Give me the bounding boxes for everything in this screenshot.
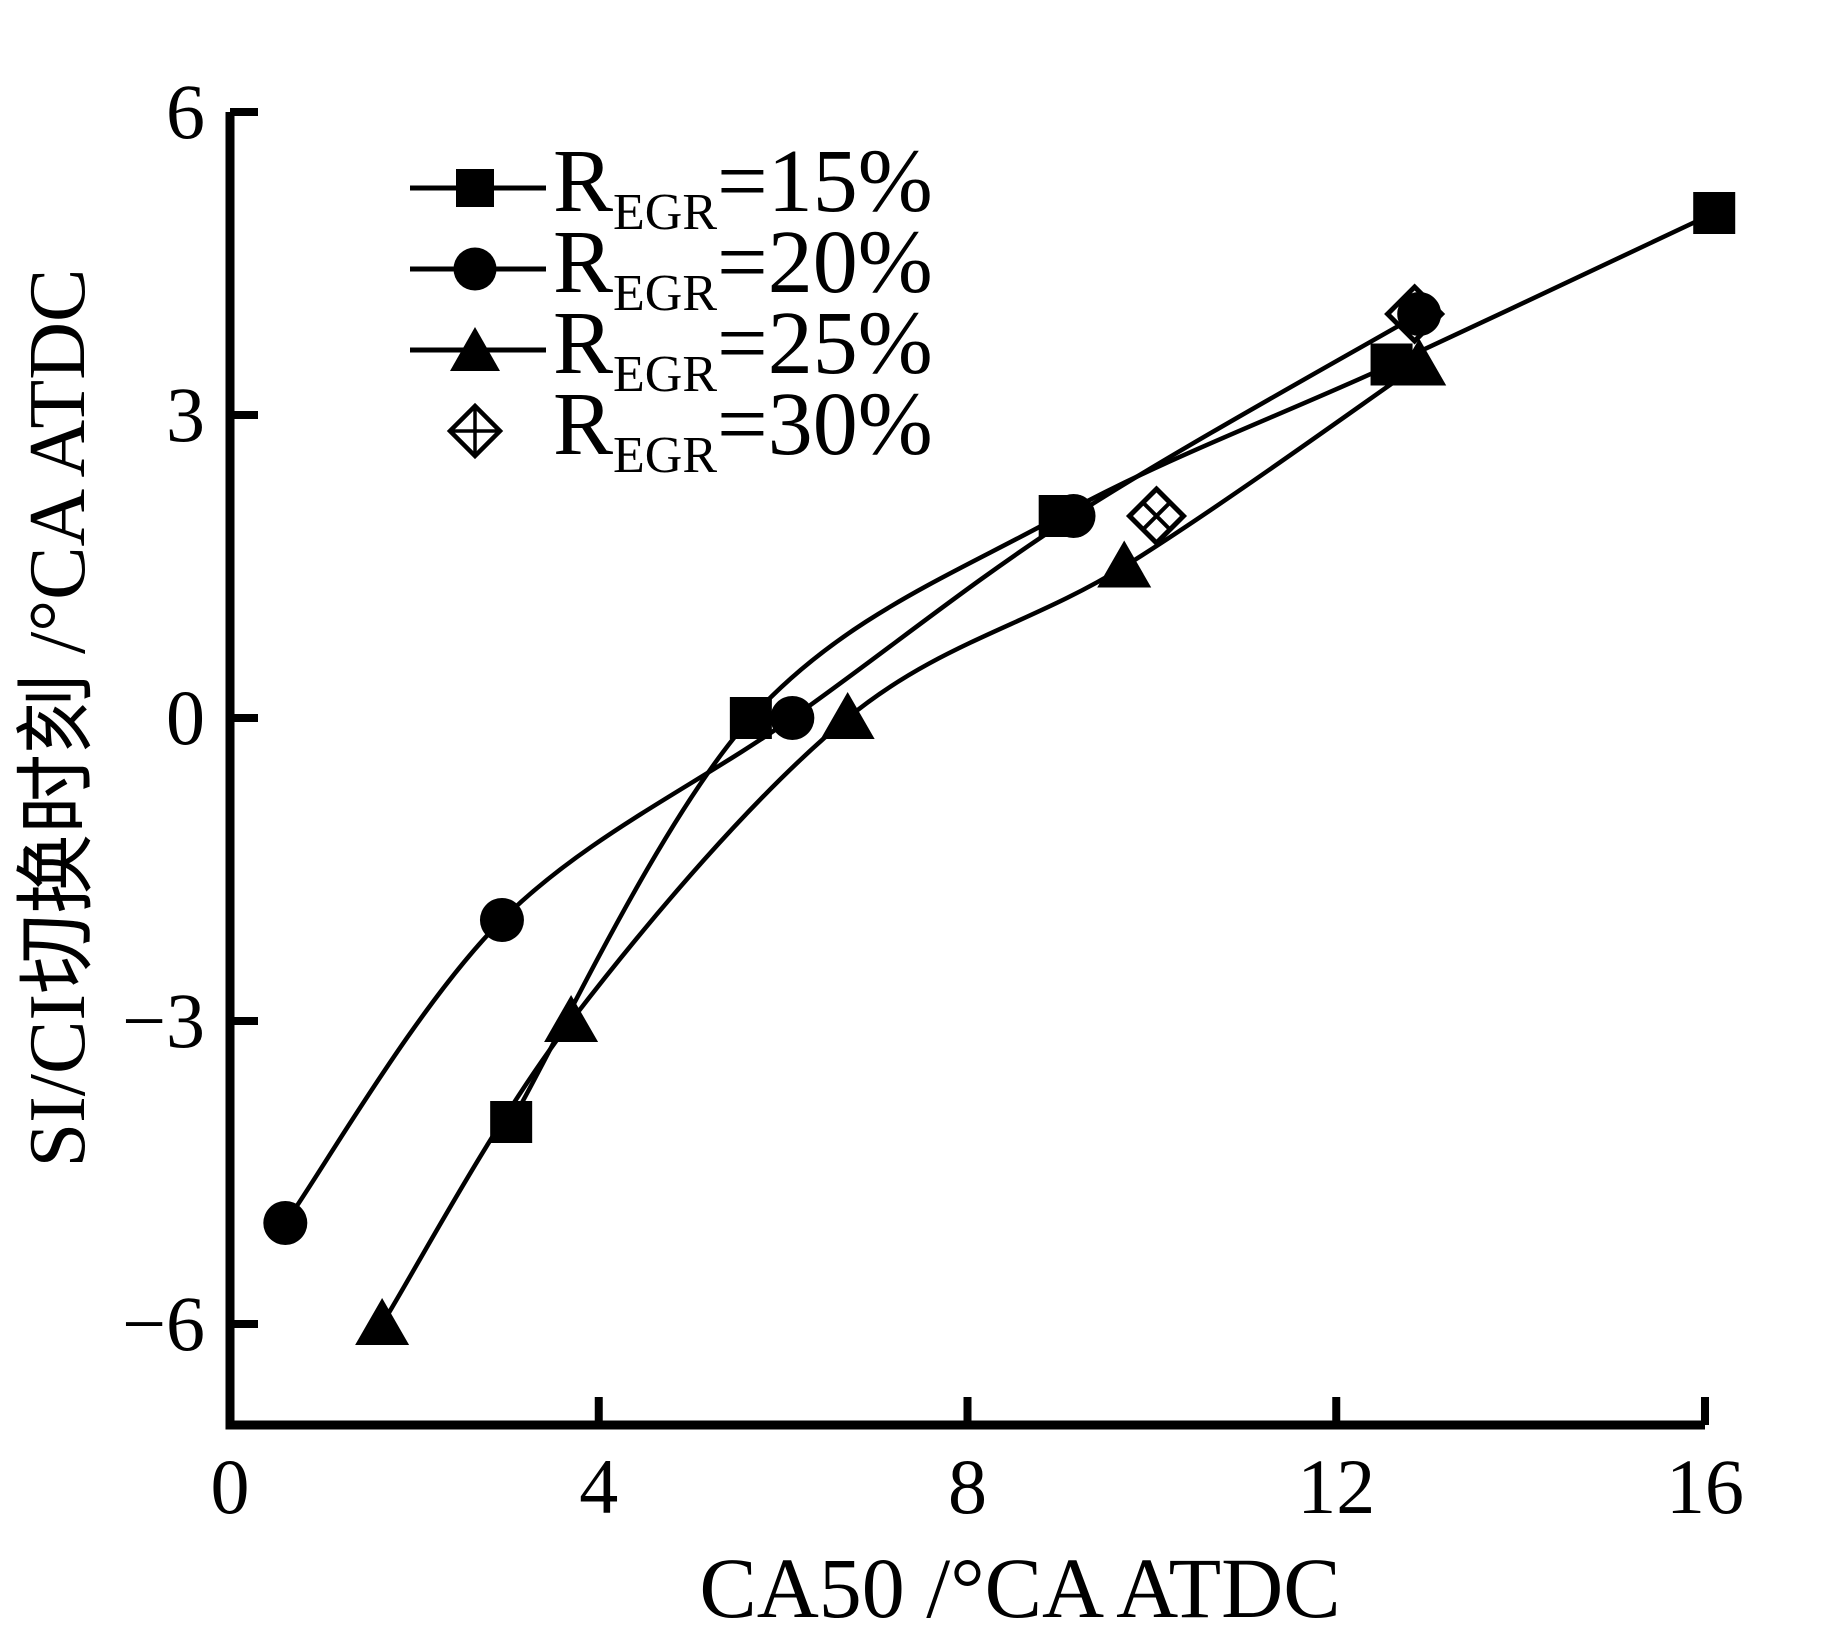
marker-triangle-regr-25	[1097, 540, 1152, 588]
legend-label-suffix: =25%	[717, 293, 933, 393]
legend-label-prefix: R	[553, 212, 614, 312]
legend-label-subscript: EGR	[613, 264, 718, 322]
legend-label: REGR=15%	[553, 136, 933, 241]
legend: REGR=15% REGR=20% REGR=25% REGR=30%	[408, 136, 933, 481]
square-marker-icon	[456, 168, 494, 207]
marker-circle-regr-20	[770, 696, 815, 740]
legend-label: REGR=25%	[553, 298, 933, 403]
triangle-marker-icon	[450, 326, 500, 371]
legend-label-suffix: =15%	[717, 131, 933, 231]
y-tick-label: −6	[122, 1280, 205, 1367]
marker-circle-regr-20	[1051, 494, 1096, 538]
marker-diamond-cross-regr-30	[1141, 501, 1172, 531]
legend-label: REGR=30%	[553, 379, 933, 484]
y-tick-label: −3	[122, 977, 205, 1064]
x-tick-label: 12	[1297, 1443, 1375, 1530]
marker-triangle-regr-25	[820, 692, 875, 739]
marker-circle-regr-20	[1397, 292, 1442, 336]
legend-item-regr-30: REGR=30%	[408, 379, 933, 481]
x-tick-label: 8	[948, 1443, 987, 1530]
circle-marker-icon	[453, 247, 497, 290]
marker-square-regr-15	[490, 1101, 533, 1143]
legend-marker-square-icon	[410, 168, 546, 207]
legend-label-prefix: R	[553, 293, 614, 393]
y-tick-label: 3	[166, 371, 205, 458]
x-axis-title: CA50 /°CA ATDC	[699, 1540, 1341, 1636]
legend-marker-triangle-icon	[410, 326, 546, 371]
legend-label-prefix: R	[553, 374, 614, 474]
marker-circle-regr-20	[479, 898, 524, 942]
x-tick-label: 4	[579, 1443, 618, 1530]
marker-circle-regr-20	[263, 1201, 308, 1245]
marker-square-regr-15	[729, 697, 772, 739]
diamond-cross-icon	[450, 405, 500, 456]
legend-label-suffix: =30%	[717, 374, 933, 474]
legend-item-regr-15: REGR=15%	[408, 136, 933, 238]
legend-item-regr-25: REGR=25%	[408, 298, 933, 400]
legend-label-prefix: R	[553, 131, 614, 231]
legend-label-subscript: EGR	[613, 183, 718, 241]
marker-triangle-regr-25	[1392, 338, 1447, 386]
legend-item-regr-20: REGR=20%	[408, 217, 933, 319]
marker-triangle-regr-25	[544, 995, 599, 1042]
legend-marker-diamond-icon	[446, 402, 504, 459]
marker-diamond-regr-30	[1125, 485, 1188, 547]
marker-triangle-regr-25	[355, 1298, 410, 1345]
legend-label-suffix: =20%	[717, 212, 933, 312]
y-tick-label: 0	[166, 674, 205, 761]
y-tick-label: 6	[166, 68, 205, 155]
x-tick-label: 0	[211, 1443, 250, 1530]
legend-marker-circle-icon	[410, 247, 546, 290]
marker-square-regr-15	[1693, 192, 1736, 234]
legend-label-subscript: EGR	[613, 426, 718, 484]
legend-label-subscript: EGR	[613, 345, 718, 403]
series-line-regr-25	[380, 362, 1421, 1326]
y-axis-title: SI/CI切换时刻 /°CA ATDC	[14, 268, 102, 1168]
legend-label: REGR=20%	[553, 217, 933, 322]
x-tick-label: 16	[1666, 1443, 1744, 1530]
